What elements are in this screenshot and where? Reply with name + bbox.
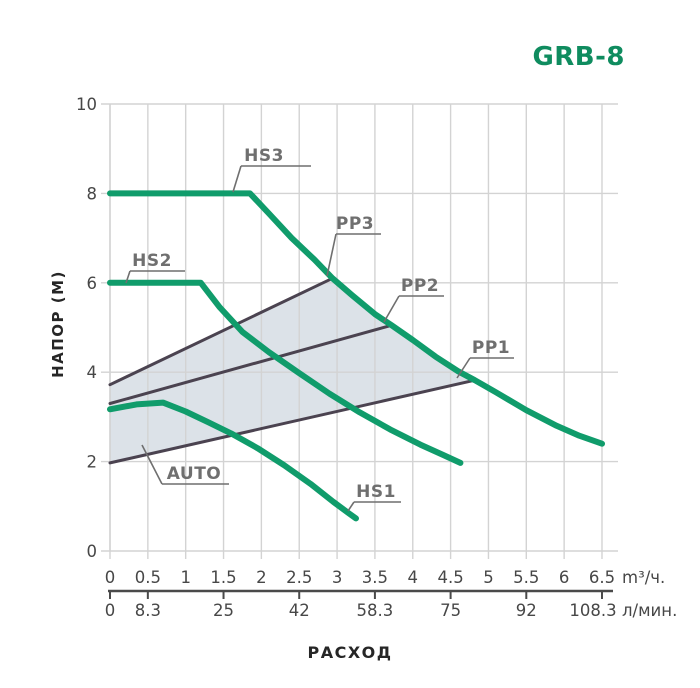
svg-text:3.5: 3.5 (362, 568, 388, 587)
svg-text:0: 0 (105, 568, 116, 587)
svg-text:58.3: 58.3 (357, 601, 394, 620)
svg-text:2: 2 (87, 453, 98, 472)
svg-text:5: 5 (483, 568, 494, 587)
curve-label-hs3: HS3 (232, 146, 311, 193)
svg-text:6: 6 (559, 568, 570, 587)
svg-text:2: 2 (256, 568, 267, 587)
svg-text:0: 0 (87, 542, 98, 561)
svg-text:0.5: 0.5 (135, 568, 161, 587)
svg-text:2.5: 2.5 (286, 568, 312, 587)
svg-text:HS3: HS3 (244, 146, 284, 166)
svg-text:25: 25 (213, 601, 234, 620)
svg-text:HS1: HS1 (356, 482, 396, 502)
m3h-unit: m³/ч. (622, 568, 665, 587)
svg-text:0: 0 (105, 601, 116, 620)
curve-pp3 (108, 276, 334, 387)
curve-label-pp2: PP2 (383, 276, 444, 323)
chart-title: GRB-8 (532, 42, 625, 72)
svg-text:6: 6 (87, 274, 98, 293)
curve-pp2 (108, 323, 394, 405)
lmin-unit: л/мин. (622, 601, 677, 620)
curve-pp1 (108, 378, 477, 465)
svg-text:42: 42 (289, 601, 310, 620)
curve-hs2 (107, 279, 464, 466)
curve-label-hs2: HS2 (125, 251, 185, 284)
svg-text:10: 10 (76, 95, 97, 114)
grid (101, 103, 618, 559)
x-axis-lmin-labels: 0 8.3 25 42 58.3 75 92 108.3 л/мин. (105, 601, 678, 620)
svg-text:108.3: 108.3 (569, 601, 616, 620)
svg-text:3: 3 (332, 568, 343, 587)
curve-label-auto: AUTO (141, 444, 229, 485)
svg-text:1: 1 (180, 568, 191, 587)
curve-hs1 (107, 399, 359, 522)
svg-text:92: 92 (516, 601, 537, 620)
curve-hs3 (107, 190, 605, 447)
svg-text:1.5: 1.5 (210, 568, 236, 587)
svg-text:6.5: 6.5 (589, 568, 615, 587)
lmin-axis (108, 589, 613, 599)
svg-text:PP3: PP3 (336, 214, 374, 234)
svg-text:4.5: 4.5 (437, 568, 463, 587)
curve-label-hs1: HS1 (347, 482, 401, 512)
svg-text:4: 4 (408, 568, 419, 587)
svg-text:PP1: PP1 (472, 338, 510, 358)
curve-label-pp1: PP1 (456, 338, 514, 379)
svg-text:75: 75 (440, 601, 461, 620)
svg-text:PP2: PP2 (401, 276, 439, 296)
x-axis-m3h-labels: 0 0.5 1 1.5 2 2.5 3 3.5 4 4.5 5 5.5 6 6.5 m³/ч. (105, 568, 666, 587)
svg-text:8.3: 8.3 (135, 601, 161, 620)
y-axis-labels: 0 2 4 6 8 10 (76, 95, 97, 561)
x-axis-title: РАСХОД (307, 643, 393, 662)
svg-text:8: 8 (87, 184, 98, 203)
svg-text:HS2: HS2 (132, 251, 172, 271)
svg-text:5.5: 5.5 (513, 568, 539, 587)
svg-text:AUTO: AUTO (167, 464, 222, 484)
svg-text:4: 4 (87, 363, 98, 382)
curve-label-pp3: PP3 (326, 214, 381, 277)
